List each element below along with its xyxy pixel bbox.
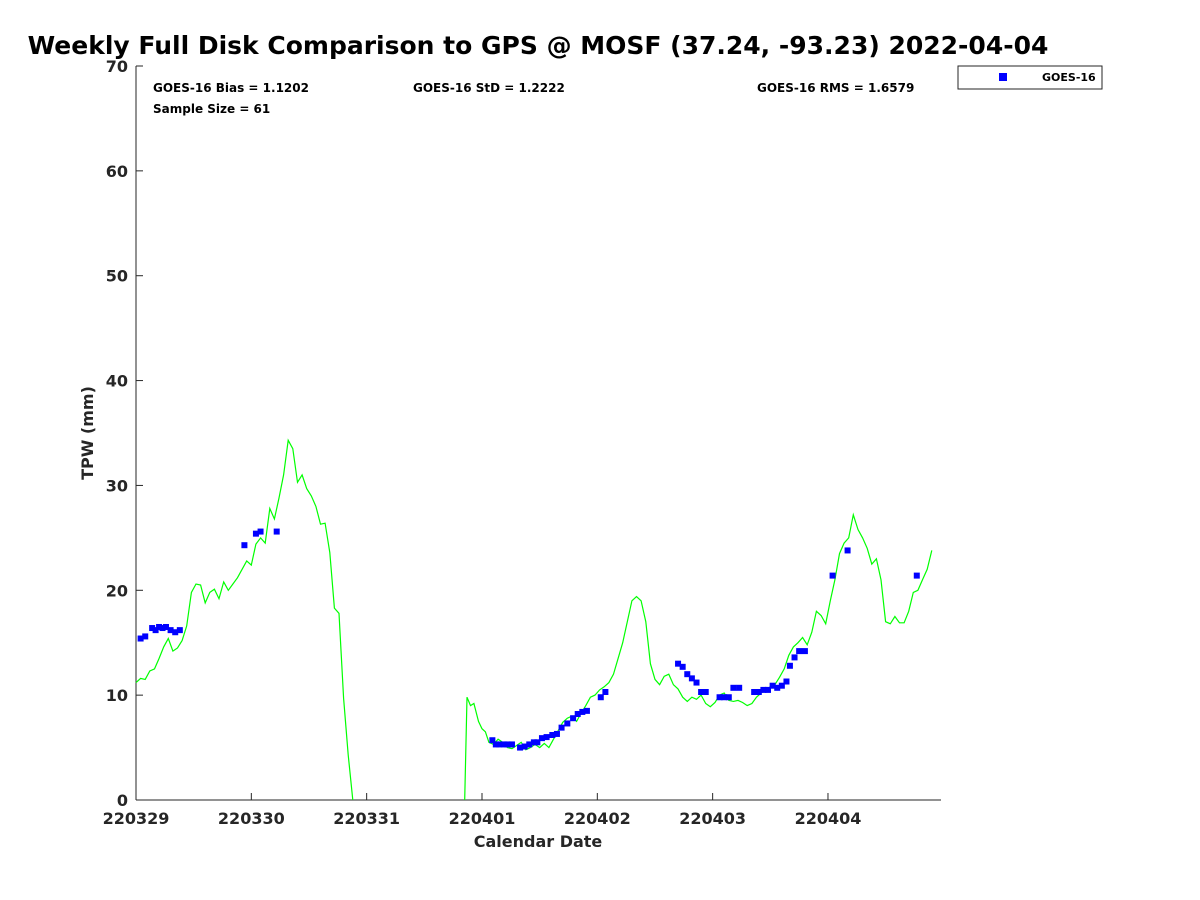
goes16-point <box>791 654 798 661</box>
goes16-point <box>156 623 163 630</box>
goes16-point <box>159 625 166 632</box>
y-tick-label: 60 <box>106 162 128 181</box>
goes16-point <box>913 572 920 579</box>
goes16-point <box>167 627 174 634</box>
goes16-point <box>252 530 259 537</box>
y-tick-label: 50 <box>106 267 128 286</box>
legend-marker-goes16 <box>999 73 1007 81</box>
goes16-point <box>716 694 723 701</box>
goes16-point <box>574 711 581 718</box>
goes16-point <box>257 528 264 535</box>
goes16-point <box>786 662 793 669</box>
goes16-point <box>693 679 700 686</box>
goes16-point <box>602 688 609 695</box>
goes16-point <box>579 708 586 715</box>
y-tick-label: 20 <box>106 581 128 600</box>
goes16-point <box>769 682 776 689</box>
goes16-point <box>570 715 577 722</box>
goes16-point <box>796 648 803 655</box>
x-tick-label: 220404 <box>795 809 862 828</box>
goes16-points <box>137 528 920 751</box>
legend-box <box>957 65 1103 90</box>
y-axis-ticks: 0 10 20 30 40 50 60 70 <box>106 57 143 810</box>
gps-line-segment <box>464 512 933 801</box>
goes16-point <box>534 739 541 746</box>
goes16-point <box>760 686 767 693</box>
plot-area: 0 10 20 30 40 50 60 70 220329 220330 220331 220401… <box>103 57 941 828</box>
goes16-point <box>736 684 743 691</box>
goes16-point <box>500 741 507 748</box>
goes16-point <box>492 741 499 748</box>
goes16-point <box>553 730 560 737</box>
goes16-point <box>774 684 781 691</box>
goes16-point <box>564 720 571 727</box>
goes16-point <box>721 694 728 701</box>
x-tick-label: 220403 <box>679 809 746 828</box>
x-tick-label: 220330 <box>218 809 285 828</box>
goes16-point <box>688 675 695 682</box>
goes16-point <box>844 547 851 554</box>
y-tick-label: 0 <box>117 791 128 810</box>
goes16-point <box>162 623 169 630</box>
legend-label-goes16: GOES-16 <box>1042 71 1096 84</box>
goes16-point <box>549 731 556 738</box>
gps-tpw-line <box>135 438 933 801</box>
goes16-point <box>679 663 686 670</box>
goes16-point <box>538 735 545 742</box>
stat-rms: GOES-16 RMS = 1.6579 <box>757 81 914 95</box>
goes16-point <box>730 684 737 691</box>
y-tick-label: 10 <box>106 686 128 705</box>
stat-sample-size: Sample Size = 61 <box>153 102 270 116</box>
goes16-point <box>530 739 537 746</box>
chart-title: Weekly Full Disk Comparison to GPS @ MOS… <box>28 31 1049 60</box>
x-axis-label: Calendar Date <box>474 832 603 851</box>
goes16-point <box>496 741 503 748</box>
x-tick-label: 220402 <box>564 809 631 828</box>
goes16-point <box>152 627 159 634</box>
goes16-point <box>583 707 590 714</box>
goes16-point <box>751 688 758 695</box>
goes16-point <box>543 734 550 741</box>
x-tick-label: 220331 <box>333 809 400 828</box>
goes16-point <box>172 629 179 636</box>
goes16-point <box>829 572 836 579</box>
goes16-point <box>725 694 732 701</box>
goes16-point <box>558 724 565 731</box>
goes16-point <box>521 743 528 750</box>
goes16-point <box>273 528 280 535</box>
goes16-point <box>508 741 515 748</box>
stat-std: GOES-16 StD = 1.2222 <box>413 81 565 95</box>
x-tick-label: 220401 <box>449 809 516 828</box>
goes16-point <box>489 737 496 744</box>
goes16-point <box>176 627 183 634</box>
stat-bias: GOES-16 Bias = 1.1202 <box>153 81 309 95</box>
goes16-point <box>765 686 772 693</box>
goes16-point <box>755 688 762 695</box>
goes16-point <box>526 741 533 748</box>
y-axis-label: TPW (mm) <box>78 386 97 480</box>
x-tick-label: 220329 <box>103 809 170 828</box>
goes16-point <box>698 688 705 695</box>
goes16-point <box>142 633 149 640</box>
goes16-point <box>137 635 144 642</box>
goes16-point <box>597 694 604 701</box>
goes16-point <box>675 660 682 667</box>
legend: GOES-16 <box>957 65 1103 90</box>
goes16-point <box>778 682 785 689</box>
goes16-point <box>504 741 511 748</box>
goes16-point <box>684 671 691 678</box>
y-tick-label: 30 <box>106 476 128 495</box>
goes16-point <box>702 688 709 695</box>
goes16-point <box>783 678 790 685</box>
gps-line-segment <box>135 438 354 801</box>
goes16-point <box>517 744 524 751</box>
goes16-point <box>801 648 808 655</box>
goes16-point <box>149 625 156 632</box>
y-tick-label: 70 <box>106 57 128 76</box>
x-axis-ticks: 220329 220330 220331 220401 220402 220403 2204… <box>103 793 862 828</box>
y-tick-label: 40 <box>106 372 128 391</box>
goes16-point <box>241 542 248 549</box>
